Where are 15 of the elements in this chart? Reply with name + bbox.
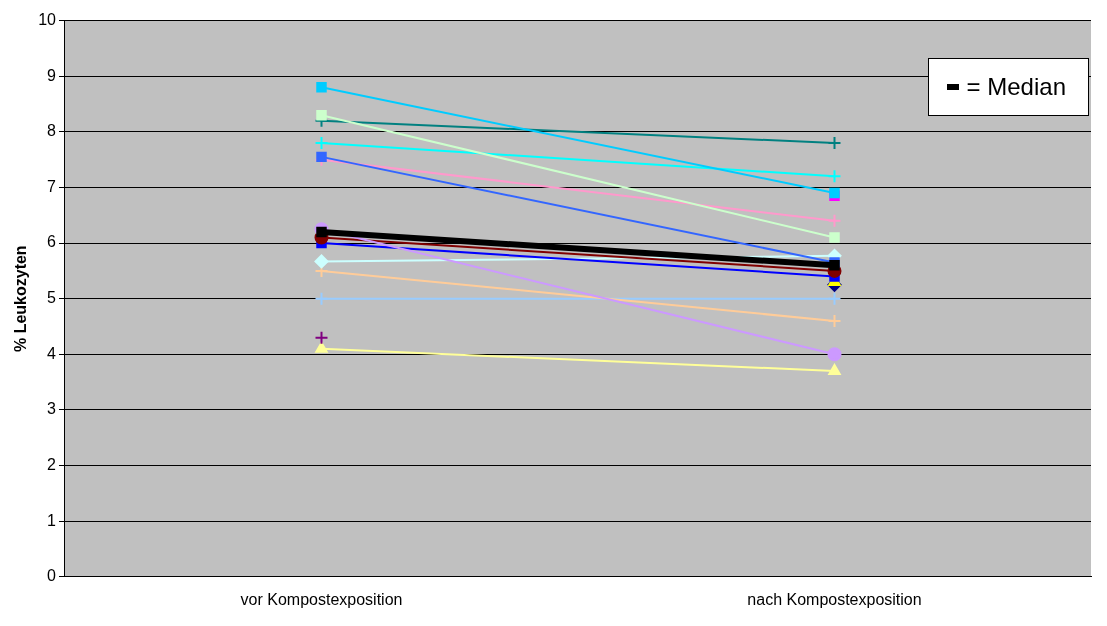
y-tick-label: 6 [47, 233, 57, 251]
y-tick-label: 3 [47, 400, 57, 418]
y-tick-label: 2 [47, 455, 57, 473]
legend-label: = Median [966, 73, 1066, 101]
y-tick-label: 5 [47, 289, 57, 307]
y-tick-label: 4 [47, 344, 57, 362]
y-tick-label: 8 [47, 122, 57, 140]
y-tick-label: 1 [47, 511, 57, 529]
x-tick-label: nach Kompostexposition [747, 590, 922, 608]
y-tick-label: 9 [47, 66, 57, 84]
y-axis-title: % Leukozyten [12, 245, 30, 353]
y-tick-label: 0 [47, 567, 57, 585]
y-tick-label: 7 [47, 177, 57, 195]
x-tick-label: vor Kompostexposition [240, 590, 403, 608]
y-tick-label: 10 [38, 11, 57, 29]
